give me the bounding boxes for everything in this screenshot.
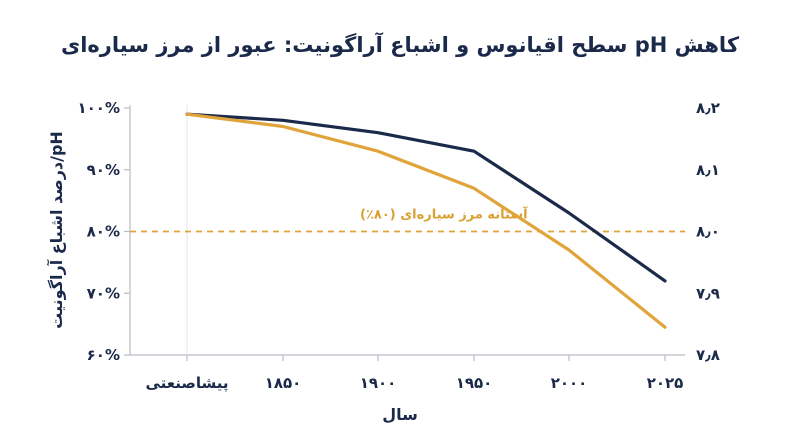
series-group: [185, 112, 667, 329]
left-tick-label: ۶۰%: [87, 346, 120, 364]
right-tick-label: ۸٫۰: [696, 223, 720, 241]
right-tick-label: ۷٫۹: [696, 284, 720, 302]
right-tick-label: ۷٫۸: [696, 346, 720, 364]
x-tick-label: ۱۹۰۰: [360, 374, 397, 392]
left-tick-label: ۷۰%: [87, 284, 120, 302]
left-tick-label: ۱۰۰%: [78, 99, 121, 117]
x-tick-label: پیشاصنعتی: [145, 374, 228, 393]
reference-line-label: آستانه مرز سیاره‌ای (۸۰٪): [360, 206, 528, 223]
right-axis-ticks: ۷٫۸ ۷٫۹ ۸٫۰ ۸٫۱ ۸٫۲: [696, 99, 720, 364]
reference-line-group: آستانه مرز سیاره‌ای (۸۰٪): [130, 206, 685, 233]
x-tick-label: ۲۰۲۵: [647, 374, 684, 392]
y-axis-title: درصد اشباع آراگونیت/pH: [46, 131, 66, 329]
axes: [129, 105, 685, 356]
left-tick-label: ۹۰%: [87, 161, 120, 179]
x-tick-label: ۱۹۵۰: [456, 374, 493, 392]
right-tick-label: ۸٫۱: [696, 161, 720, 179]
right-tick-label: ۸٫۲: [696, 99, 720, 117]
x-axis-title: سال: [382, 405, 418, 424]
left-axis-ticks: ۶۰% ۷۰% ۸۰% ۹۰% ۱۰۰%: [78, 99, 130, 364]
x-axis-ticks: پیشاصنعتی ۱۸۵۰ ۱۹۰۰ ۱۹۵۰ ۲۰۰۰ ۲۰۲۵: [145, 355, 683, 393]
x-tick-label: ۲۰۰۰: [551, 374, 588, 392]
series-line-1: [185, 112, 667, 329]
x-tick-label: ۱۸۵۰: [265, 374, 302, 392]
series-line-0: [185, 112, 667, 283]
chart-title: کاهش pH سطح اقیانوس و اشباع آراگونیت: عب…: [61, 32, 740, 57]
left-tick-label: ۸۰%: [87, 223, 120, 241]
